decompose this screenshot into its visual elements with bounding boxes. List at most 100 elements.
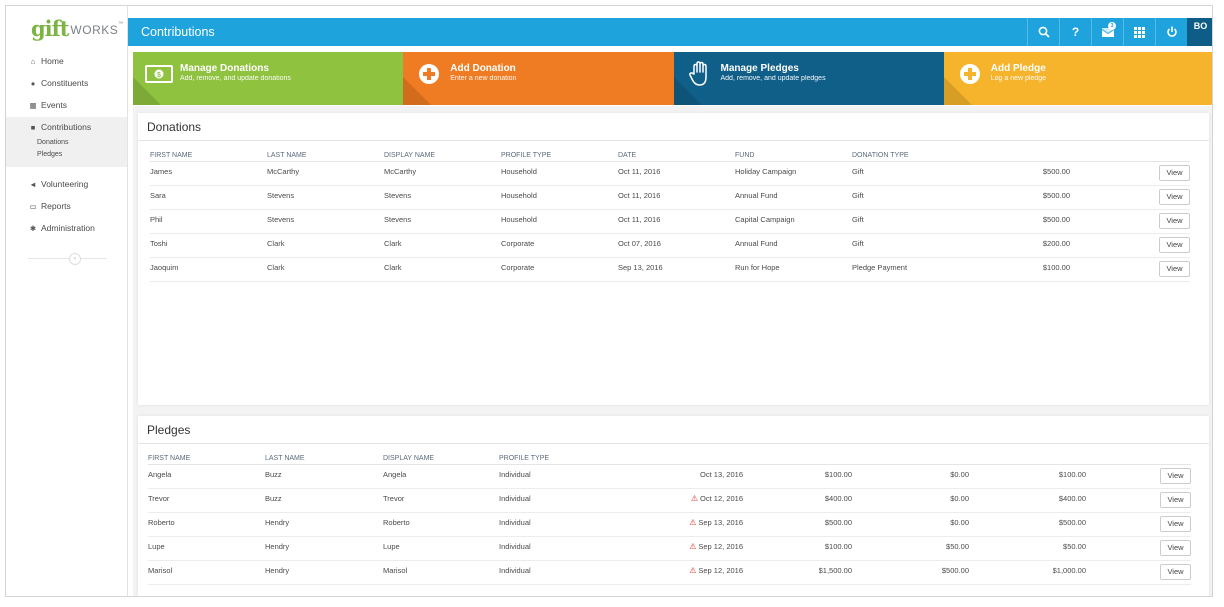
help-button[interactable]: ? [1059,18,1091,46]
view-button[interactable]: View [1160,491,1191,508]
sidebar-group-contributions: ■ Contributions Donations Pledges [6,117,127,167]
profile-type-cell: Individual [499,488,616,513]
sidebar-item-administration[interactable]: ✱ Administration [6,217,127,239]
last-name-cell: Hendry [265,560,383,585]
column-header[interactable]: DATE [618,148,735,162]
sidebar-item-label: Reports [41,201,71,211]
tile-title: Add Donation [450,63,516,74]
last-name-cell: Hendry [265,512,383,537]
column-header[interactable]: FUND [735,148,852,162]
logo-trademark: ™ [118,21,124,27]
sidebar-item-contributions[interactable]: ■ Contributions [6,117,127,137]
tile-title: Add Pledge [990,63,1046,74]
view-button[interactable]: View [1159,236,1190,253]
user-avatar[interactable]: BO [1187,18,1212,46]
view-cell: View [1070,233,1190,258]
view-button[interactable]: View [1160,539,1191,556]
first-name-cell: Lupe [148,536,265,561]
paid-amount-cell: $0.00 [852,488,969,513]
pledge-date: Oct 13, 2016 [700,469,743,479]
help-icon: ? [1071,25,1080,39]
action-tiles: $ Manage Donations Add, remove, and upda… [133,52,1212,105]
donations-title: Donations [138,113,1209,141]
sidebar-item-reports[interactable]: ▭ Reports [6,195,127,217]
logout-button[interactable] [1155,18,1187,46]
column-header[interactable]: DONATION TYPE [852,148,982,162]
folder-icon: ▭ [29,201,37,211]
home-icon: ⌂ [30,56,36,66]
column-header[interactable]: FIRST NAME [150,148,267,162]
apps-button[interactable] [1123,18,1155,46]
sidebar-item-label: Contributions [41,122,92,132]
first-name-cell: Toshi [150,233,267,258]
view-cell: View [1070,257,1190,282]
svg-text:$: $ [157,72,161,79]
donation-type-cell: Gift [852,161,982,186]
add-donation-tile[interactable]: Add Donation Enter a new donation [403,52,674,105]
sidebar-item-label: Home [41,56,64,66]
column-header[interactable]: LAST NAME [265,451,383,465]
date-cell: Oct 11, 2016 [618,209,735,234]
manage-donations-tile[interactable]: $ Manage Donations Add, remove, and upda… [133,52,404,105]
pledged-amount-cell: $100.00 [743,536,852,561]
pledge-date-cell: ⚠ Sep 12, 2016 [616,536,743,561]
top-header: Contributions ? 3 BO [128,18,1212,46]
column-header[interactable]: LAST NAME [267,148,384,162]
hand-icon [685,61,715,86]
add-pledge-tile[interactable]: Add Pledge Log a new pledge [943,52,1212,105]
display-name-cell: Angela [383,464,499,489]
search-button[interactable] [1027,18,1059,46]
donation-type-cell: Gift [852,209,982,234]
view-button[interactable]: View [1159,260,1190,277]
search-icon [1038,26,1050,38]
giftworks-logo[interactable]: gift WORKS ™ [6,6,127,50]
column-header[interactable]: PROFILE TYPE [501,148,618,162]
notification-badge: 3 [1108,22,1116,30]
display-name-cell: McCarthy [384,161,501,186]
view-button[interactable]: View [1159,164,1190,181]
first-name-cell: Phil [150,209,267,234]
profile-type-cell: Corporate [501,233,618,258]
profile-type-cell: Household [501,185,618,210]
view-button[interactable]: View [1160,563,1191,580]
sidebar-subitem-donations[interactable]: Donations [37,139,69,146]
notifications-button[interactable]: 3 [1091,18,1123,46]
column-header[interactable]: DISPLAY NAME [383,451,499,465]
first-name-cell: Jaoquim [150,257,267,282]
collapse-sidebar-button[interactable]: ‹ [69,253,81,265]
view-cell: View [1086,464,1191,489]
first-name-cell: James [150,161,267,186]
warning-icon: ⚠ [689,541,697,551]
view-button[interactable]: View [1160,515,1191,532]
tile-subtitle: Add, remove, and update pledges [720,75,826,82]
sidebar-item-label: Events [41,100,67,110]
sidebar-item-volunteering[interactable]: ◄ Volunteering [6,173,127,195]
column-header[interactable]: PROFILE TYPE [499,451,616,465]
pledge-date-cell: ⚠ Sep 13, 2016 [616,512,743,537]
paid-amount-cell: $500.00 [852,560,969,585]
sidebar-item-constituents[interactable]: ● Constituents [6,72,127,94]
pledge-row: Angela Buzz Angela Individual Oct 13, 2016 $1… [148,464,1191,489]
last-name-cell: Stevens [267,209,384,234]
donations-panel: Donations FIRST NAME LAST NAME DISPLAY N… [138,113,1209,405]
column-header[interactable]: FIRST NAME [148,451,265,465]
sidebar-subitem-pledges[interactable]: Pledges [37,151,63,158]
view-button[interactable]: View [1160,467,1191,484]
amount-cell: $500.00 [982,209,1070,234]
pledge-date-cell: ⚠ Oct 12, 2016 [616,488,743,513]
tile-subtitle: Add, remove, and update donations [180,75,291,82]
donation-row: Toshi Clark Clark Corporate Oct 07, 2016 Annu… [150,233,1190,258]
pledge-date: Sep 13, 2016 [698,517,743,527]
gift-icon: ■ [30,122,36,132]
view-button[interactable]: View [1159,188,1190,205]
view-button[interactable]: View [1159,212,1190,229]
donation-type-cell: Pledge Payment [852,257,982,282]
pledged-amount-cell: $500.00 [743,512,852,537]
sidebar-item-events[interactable]: ▦ Events [6,94,127,116]
manage-pledges-tile[interactable]: Manage Pledges Add, remove, and update p… [673,52,944,105]
sidebar-item-home[interactable]: ⌂ Home [6,50,127,72]
pledged-amount-cell: $400.00 [743,488,852,513]
column-header[interactable]: DISPLAY NAME [384,148,501,162]
date-cell: Oct 07, 2016 [618,233,735,258]
plus-circle-icon [414,63,444,85]
